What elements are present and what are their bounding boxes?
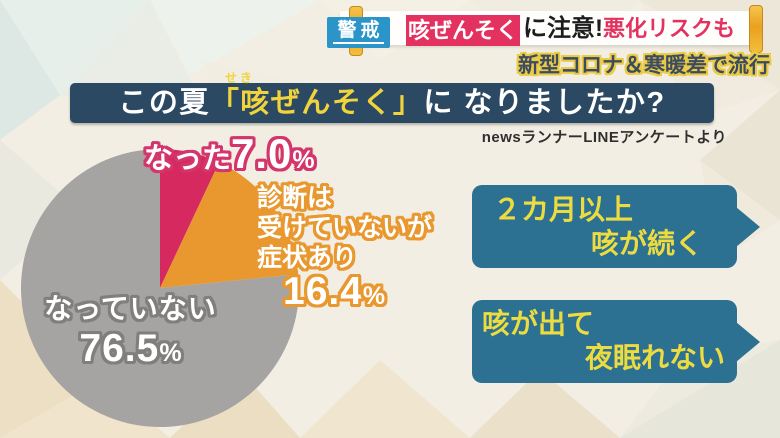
pie-slice-nattenai [21, 149, 300, 427]
pie-chart [21, 149, 300, 427]
pie-label-natta-value: 7.0 [231, 130, 293, 177]
pie-label-nattenai-text: なっていない [44, 293, 217, 324]
symptom-callout-cough-duration: ２カ月以上 咳が続く [472, 185, 737, 268]
pie-label-shindan: 診断は 受けていないが 症状あり [257, 183, 432, 273]
callout-line2: 咳が続く [590, 228, 703, 259]
callout-line1: ２カ月以上 [493, 194, 634, 225]
banner-highlight-box: 咳ぜんそく [406, 15, 520, 46]
pie-slice-shindan [160, 162, 299, 288]
symptom-callout-sleepless: 咳が出て 夜眠れない [472, 300, 737, 383]
pie-label-natta: なった 7.0% [144, 133, 315, 175]
pie-label-shindan-line2: 受けていないが [257, 214, 433, 242]
pie-label-nattenai: なっていない 76.5% [28, 293, 233, 370]
title-text-highlight: 「咳ぜんそく」 [209, 86, 424, 119]
banner-warning-text: に注意! [523, 15, 603, 42]
pie-label-natta-text: なった [144, 143, 232, 175]
title-text-left: この夏 [118, 86, 210, 119]
callout-line1: 咳が出て [482, 308, 595, 339]
banner-risk-text: 悪化リスクも [603, 16, 736, 41]
pie-label-nattenai-value: 76.5% [79, 327, 182, 370]
alert-badge-label: 警戒 [333, 21, 384, 44]
title-text-right: に なりましたか? [423, 86, 666, 119]
pie-label-shindan-value: 16.4% [283, 270, 386, 313]
callout-line2: 夜眠れない [584, 342, 725, 373]
question-title-bar: せき この夏 「咳ぜんそく」 に なりましたか? [70, 71, 714, 123]
pie-slice-natta [160, 149, 220, 288]
banner-highlight-text: 咳ぜんそく [407, 17, 518, 43]
pie-label-shindan-line1: 診断は [257, 184, 333, 212]
source-credit: newsランナーLINEアンケートより [481, 129, 727, 146]
banner-subtitle: 新型コロナ＆寒暖差で流行 [518, 54, 770, 77]
pie-label-shindan-line3: 症状あり [257, 244, 358, 272]
pie-label-natta-percent: % [292, 146, 315, 174]
furigana-label: せき [224, 71, 255, 85]
alert-badge: 警戒 [327, 17, 390, 48]
banner-clamp-right-icon [749, 5, 763, 53]
